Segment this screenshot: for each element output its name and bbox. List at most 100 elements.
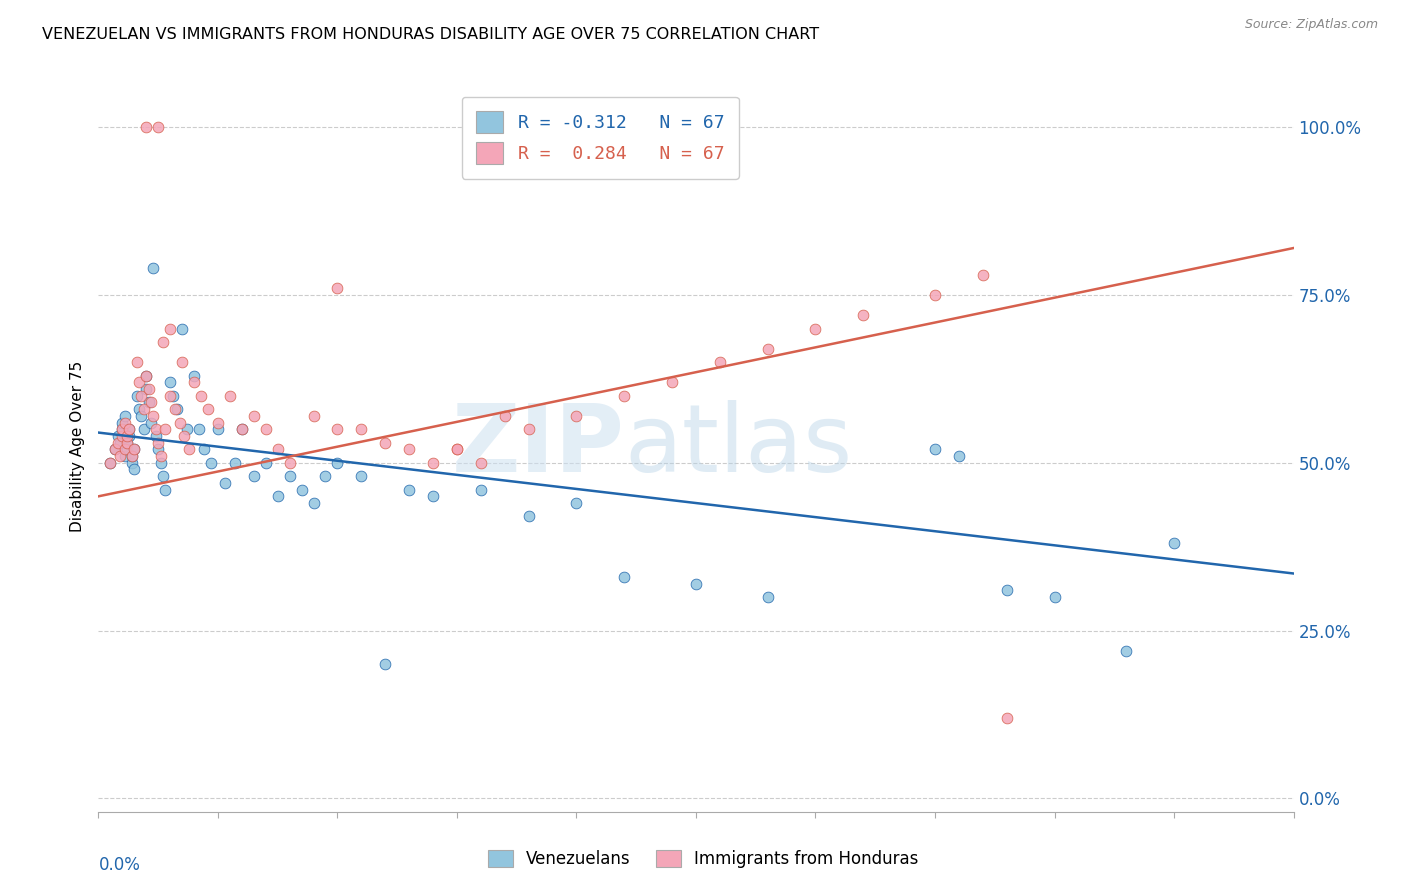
Point [104,442,127,457]
Point [183,368,205,383]
Point [291,483,314,497]
Point [326,422,349,436]
Point [139,395,162,409]
Text: VENEZUELAN VS IMMIGRANTS FROM HONDURAS DISABILITY AGE OVER 75 CORRELATION CHART: VENEZUELAN VS IMMIGRANTS FROM HONDURAS D… [42,27,820,42]
Text: Source: ZipAtlas.com: Source: ZipAtlas.com [1244,18,1378,31]
Point [1043,590,1066,604]
Point [118,422,141,436]
Point [565,409,588,423]
Point [243,469,266,483]
Point [278,469,301,483]
Point [446,442,468,457]
Point [149,449,172,463]
Point [207,422,229,436]
Point [166,402,188,417]
Point [661,376,683,390]
Point [115,435,138,450]
Point [470,456,492,470]
Point [709,355,731,369]
Point [254,422,277,436]
Point [98,456,122,470]
Point [804,321,827,335]
Point [948,449,970,463]
Point [326,281,349,295]
Point [302,409,325,423]
Point [152,334,174,349]
Point [107,429,129,443]
Point [135,368,157,383]
Point [613,570,636,584]
Point [115,429,138,443]
Point [315,469,337,483]
Point [159,376,181,390]
Point [422,489,444,503]
Point [207,416,229,430]
Point [111,422,134,436]
Point [121,456,143,470]
Point [200,456,222,470]
Point [135,120,157,135]
Point [108,435,131,450]
Point [125,355,148,369]
Point [128,376,150,390]
Point [685,576,707,591]
Point [267,442,290,457]
Point [124,442,146,457]
Point [254,456,277,470]
Point [145,422,167,436]
Point [517,509,540,524]
Point [219,389,242,403]
Legend: R = -0.312   N = 67, R =  0.284   N = 67: R = -0.312 N = 67, R = 0.284 N = 67 [461,96,740,178]
Point [132,422,155,436]
Point [148,435,170,450]
Point [613,389,636,403]
Point [756,342,779,356]
Point [111,422,134,436]
Point [470,483,492,497]
Point [145,429,167,443]
Point [924,442,946,457]
Point [138,382,160,396]
Point [114,449,136,463]
Point [155,422,177,436]
Point [179,442,201,457]
Point [135,382,157,396]
Point [115,442,138,457]
Point [278,456,301,470]
Point [1115,643,1137,657]
Point [132,402,155,417]
Point [142,261,165,276]
Point [124,462,146,476]
Point [114,442,136,457]
Point [135,368,157,383]
Point [118,429,141,443]
Point [224,456,246,470]
Point [398,442,420,457]
Point [243,409,266,423]
Point [131,389,153,403]
Y-axis label: Disability Age Over 75: Disability Age Over 75 [69,360,84,532]
Point [565,496,588,510]
Point [302,496,325,510]
Point [121,449,143,463]
Point [124,442,146,457]
Point [995,711,1018,725]
Point [163,402,186,417]
Point [350,469,373,483]
Text: atlas: atlas [624,400,852,492]
Point [125,389,148,403]
Point [131,409,153,423]
Point [128,402,150,417]
Point [152,469,174,483]
Point [172,321,194,335]
Point [1163,536,1185,550]
Point [104,442,127,457]
Point [972,268,994,282]
Point [995,583,1018,598]
Point [183,376,205,390]
Point [924,288,946,302]
Text: 0.0%: 0.0% [98,855,141,873]
Point [107,435,129,450]
Point [176,422,198,436]
Point [114,416,136,430]
